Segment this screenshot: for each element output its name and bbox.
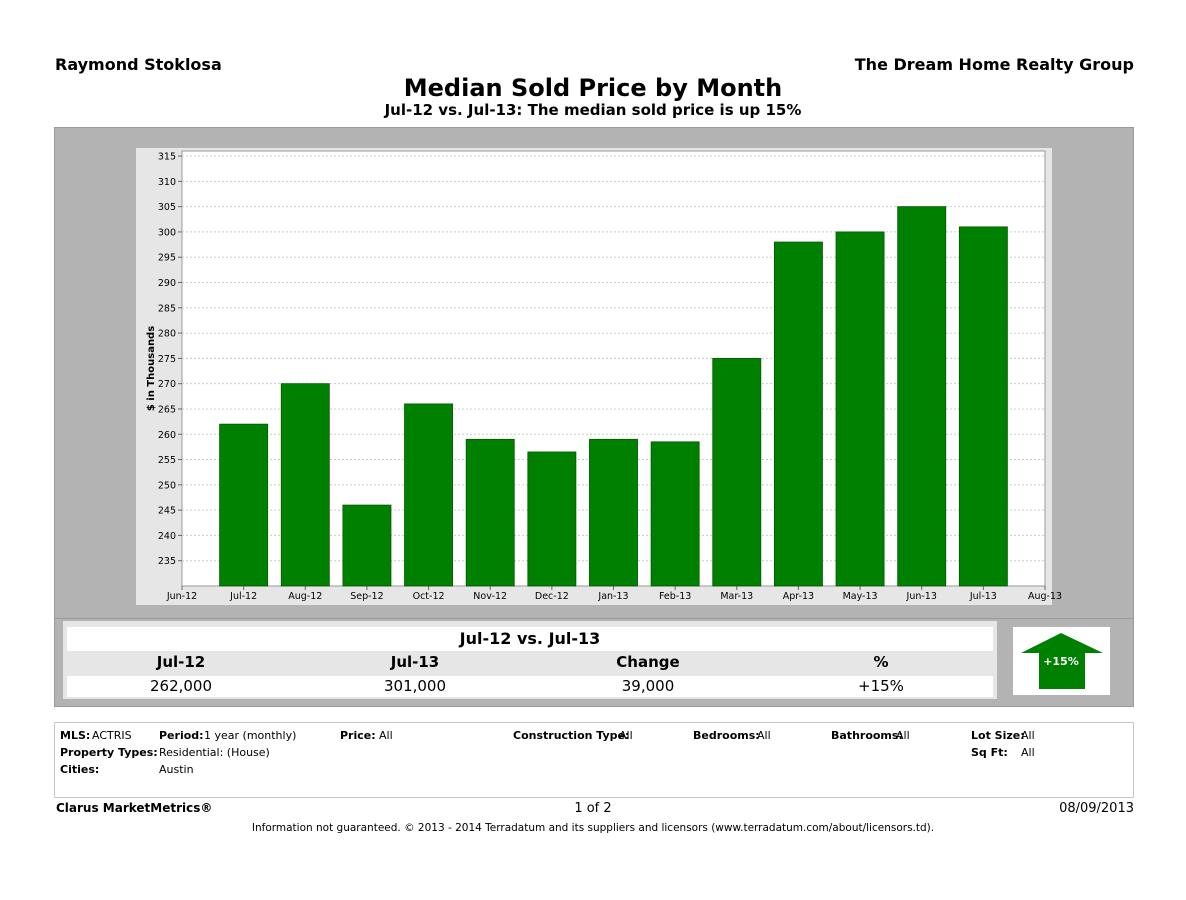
summary-heading: Jul-12 vs. Jul-13 (67, 627, 993, 651)
x-tick-label: May-13 (843, 591, 878, 602)
summary-col4-label: % (873, 653, 889, 671)
construction-label: Construction Type: (513, 729, 630, 742)
bathrooms-value: All (896, 729, 910, 742)
y-tick-label: 295 (158, 253, 176, 264)
x-tick-label: Jan-13 (597, 591, 628, 602)
y-tick-label: 305 (158, 202, 176, 213)
y-tick-label: 235 (158, 556, 176, 567)
y-tick-label: 245 (158, 506, 176, 517)
bar-mar-13 (712, 357, 762, 587)
cities-value: Austin (159, 763, 194, 776)
page-number: 1 of 2 (574, 801, 612, 816)
sqft-label: Sq Ft: (971, 746, 1008, 759)
y-tick-label: 270 (158, 379, 176, 390)
up-arrow-icon: +15% (1021, 633, 1103, 689)
y-axis-label: $ in Thousands (146, 326, 157, 411)
summary-col1-label: Jul-12 (156, 653, 206, 671)
page-title: Median Sold Price by Month (403, 74, 783, 102)
construction-value: All (619, 729, 633, 742)
mls-label: MLS: (60, 729, 91, 742)
period-label: Period: (159, 729, 204, 742)
y-tick-label: 285 (158, 303, 176, 314)
arrow-label: +15% (1043, 655, 1079, 668)
summary-col3-label: Change (616, 653, 680, 671)
price-value: All (379, 729, 393, 742)
y-tick-label: 265 (158, 404, 176, 415)
page-subtitle: Jul-12 vs. Jul-13: The median sold price… (384, 101, 802, 119)
cities-label: Cities: (60, 763, 100, 776)
period-value: 1 year (monthly) (204, 729, 297, 742)
change-indicator: +15% (1013, 627, 1110, 695)
company-name: The Dream Home Realty Group (854, 55, 1134, 74)
x-tick-label: Aug-13 (1028, 591, 1062, 602)
bar-oct-12 (404, 403, 454, 587)
x-tick-label: Jul-12 (229, 591, 257, 602)
y-tick-label: 300 (158, 227, 176, 238)
bar-aug-12 (280, 383, 330, 587)
bar-dec-12 (527, 451, 577, 587)
x-tick-label: Feb-13 (659, 591, 691, 602)
summary-col3-value: 39,000 (621, 677, 675, 695)
summary-table: Jul-12 vs. Jul-13 Jul-12 Jul-13 Change %… (63, 621, 997, 699)
summary-panel: Jul-12 vs. Jul-13 Jul-12 Jul-13 Change %… (54, 619, 1134, 707)
footer-brand: Clarus MarketMetrics® (56, 801, 213, 815)
disclaimer: Information not guaranteed. © 2013 - 201… (251, 822, 935, 834)
bar-jul-13 (958, 226, 1008, 587)
summary-col2-value: 301,000 (383, 677, 447, 695)
summary-col2-label: Jul-13 (390, 653, 440, 671)
bar-apr-13 (773, 241, 823, 587)
y-tick-label: 290 (158, 278, 176, 289)
y-tick-label: 315 (158, 152, 176, 163)
y-tick-label: 275 (158, 354, 176, 365)
bar-may-13 (835, 231, 885, 587)
x-tick-label: Aug-12 (288, 591, 322, 602)
bedrooms-label: Bedrooms: (693, 729, 760, 742)
lotsize-value: All (1021, 729, 1035, 742)
agent-name: Raymond Stoklosa (55, 55, 222, 74)
x-tick-label: Jul-13 (969, 591, 997, 602)
mls-value: ACTRIS (92, 729, 132, 742)
x-tick-label: Oct-12 (413, 591, 445, 602)
bar-chart: 235 240 245 250 255 260 265 270 275 280 285 290 295 3… (136, 148, 1062, 605)
y-tick-label: 240 (158, 531, 176, 542)
x-tick-label: Apr-13 (783, 591, 814, 602)
bar-feb-13 (650, 441, 700, 587)
y-tick-label: 255 (158, 455, 176, 466)
bathrooms-label: Bathrooms: (831, 729, 903, 742)
summary-col1-value: 262,000 (149, 677, 213, 695)
x-tick-label: Jun-13 (906, 591, 937, 602)
summary-col4-value: +15% (858, 677, 904, 695)
x-tick-label: Jun-12 (166, 591, 197, 602)
bar-jan-13 (589, 438, 638, 587)
x-tick-label: Nov-12 (473, 591, 507, 602)
bar-sep-12 (342, 504, 392, 587)
proptype-label: Property Types: (60, 746, 158, 759)
lotsize-label: Lot Size: (971, 729, 1025, 742)
proptype-value: Residential: (House) (159, 746, 270, 759)
report-date: 08/09/2013 (1059, 801, 1134, 816)
y-tick-label: 280 (158, 329, 176, 340)
bedrooms-value: All (757, 729, 771, 742)
chart-panel: 235 240 245 250 255 260 265 270 275 280 285 290 295 3… (54, 127, 1134, 619)
bar-jun-13 (897, 206, 947, 587)
summary-values-row: 262,000 301,000 39,000 +15% (67, 676, 993, 697)
bar-nov-12 (465, 438, 515, 587)
x-tick-label: Sep-12 (350, 591, 383, 602)
y-tick-label: 260 (158, 430, 176, 441)
sqft-value: All (1021, 746, 1035, 759)
y-tick-label: 250 (158, 480, 176, 491)
x-tick-label: Dec-12 (535, 591, 569, 602)
y-tick-label: 310 (158, 177, 176, 188)
price-label: Price: (340, 729, 376, 742)
x-tick-label: Mar-13 (720, 591, 753, 602)
search-criteria: MLS: ACTRIS Period: 1 year (monthly) Pri… (54, 722, 1134, 798)
bar-jul-12 (219, 423, 269, 587)
